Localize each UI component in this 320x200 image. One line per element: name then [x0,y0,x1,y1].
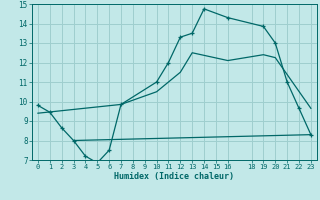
X-axis label: Humidex (Indice chaleur): Humidex (Indice chaleur) [115,172,234,181]
